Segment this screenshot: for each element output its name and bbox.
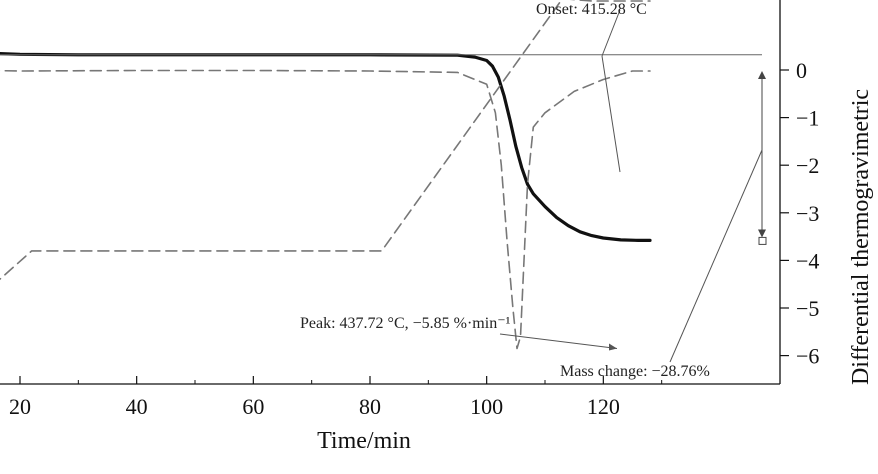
x-tick-label-20: 20 (9, 394, 31, 419)
onset-annotation: Onset: 415.28 °C (536, 1, 647, 18)
series-line-2 (0, 69, 651, 350)
x-tick-label-100: 100 (470, 394, 503, 419)
series-line-1 (0, 52, 652, 242)
y2-tick-label-2: −2 (796, 153, 819, 178)
annotation-layer (0, 9, 767, 363)
peak-arrowhead (609, 343, 617, 351)
mass-change-arrow-top (758, 70, 766, 79)
y2-tick-label-5: −5 (796, 296, 819, 321)
mass-change-leader-line (669, 149, 763, 363)
mass-change-arrow-bottom (758, 229, 766, 238)
onset-tangent-line (601, 55, 621, 173)
peak-annotation: Peak: 437.72 °C, −5.85 %·min⁻¹ (300, 315, 511, 332)
y2-tick-label-0: 0 (796, 58, 807, 83)
peak-leader-line (499, 333, 618, 349)
y2-tick-label-6: −6 (796, 344, 819, 369)
series-line-3 (0, 0, 651, 281)
y2-tick-label-3: −3 (796, 201, 819, 226)
x-tick-label-40: 40 (126, 394, 148, 419)
y2-tick-label-1: −1 (796, 106, 819, 131)
onset-leader-line (601, 9, 621, 57)
right-y-axis-title: Differential thermogravimetric (848, 89, 874, 385)
x-axis-title: Time/min (317, 428, 411, 454)
mass-change-annotation: Mass change: −28.76% (560, 363, 710, 380)
x-tick-label-60: 60 (242, 394, 264, 419)
axis-layer: 20 40 60 80 100 120 0 −1 −2 −3 −4 −5 −6 (0, 0, 819, 419)
x-tick-label-120: 120 (587, 394, 620, 419)
mass-change-marker (758, 236, 767, 245)
x-tick-label-80: 80 (359, 394, 381, 419)
y2-tick-label-4: −4 (796, 248, 819, 273)
